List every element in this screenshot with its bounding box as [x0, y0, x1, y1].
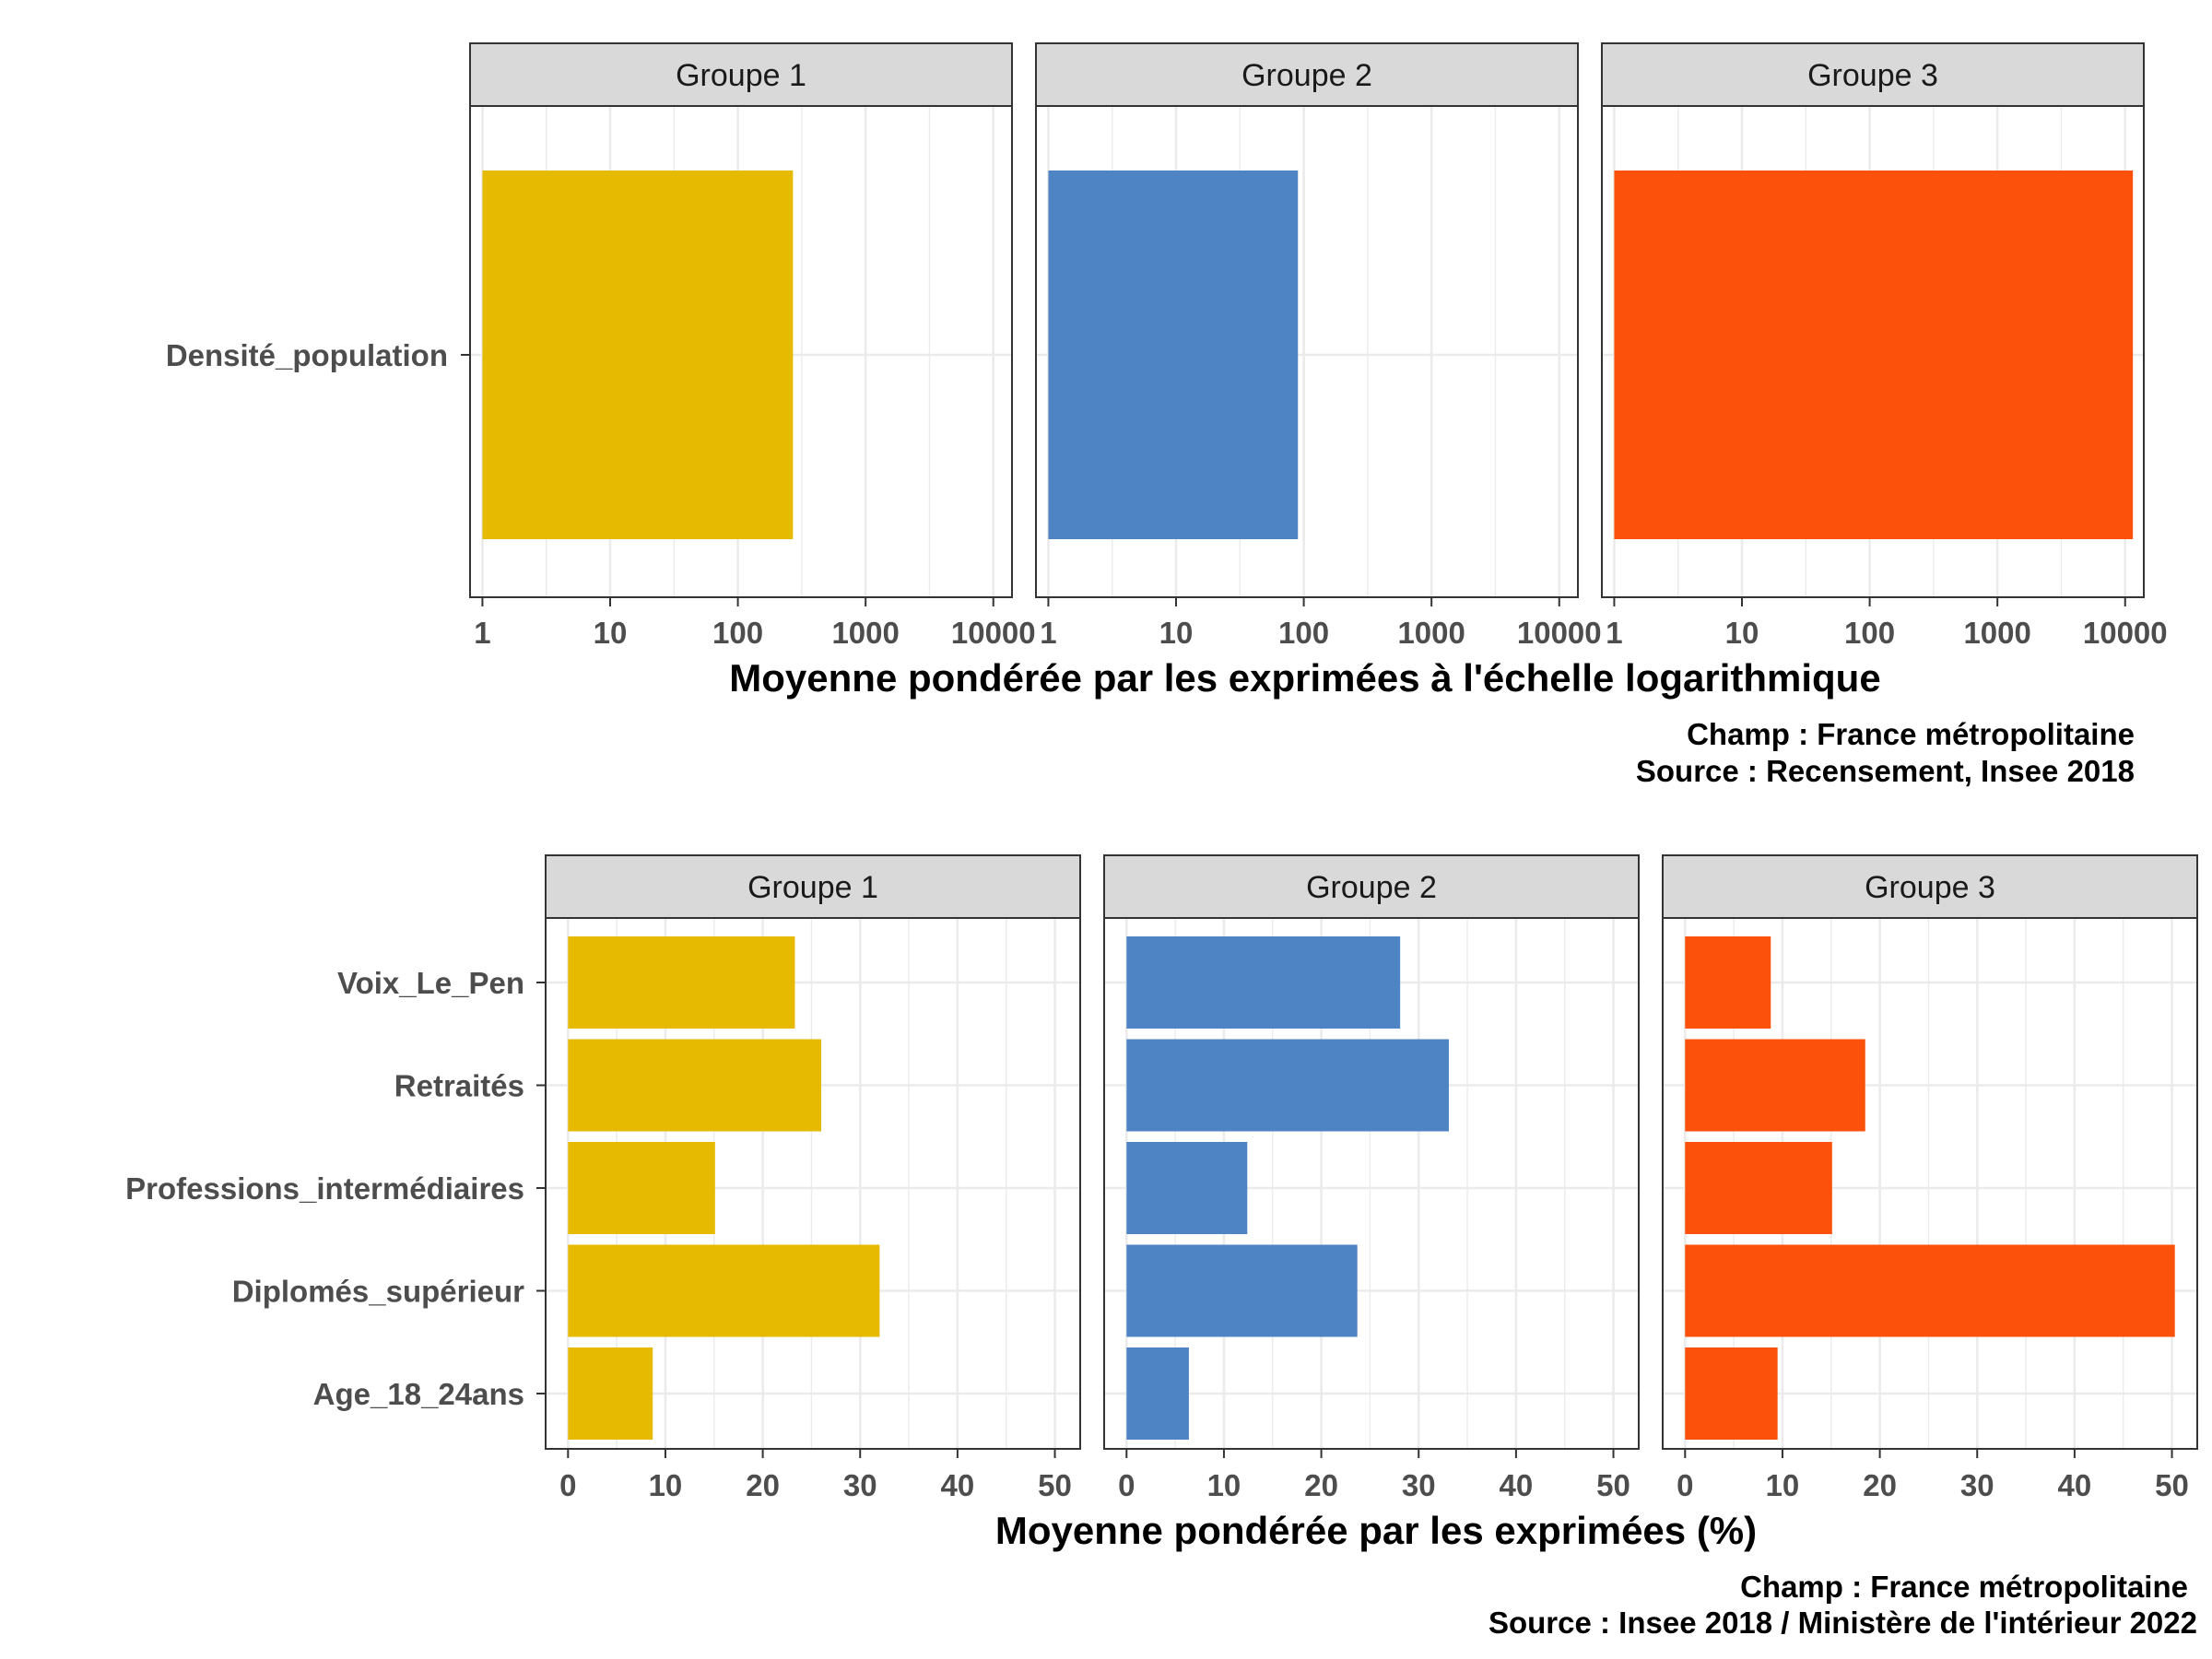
chart1-facet3-panel-border: [1662, 917, 2198, 1450]
chart1-facet1-x-tick-label: 10: [649, 1468, 683, 1502]
chart1-facet1-x-tick-label: 50: [1038, 1468, 1072, 1502]
chart0-facet2-x-tick-label: 1000: [1397, 616, 1465, 650]
chart1-facet1-bar-retraités: [568, 1039, 821, 1132]
chart0-facet2-strip-label: Groupe 2: [1241, 58, 1372, 93]
chart0-facet3-strip-label: Groupe 3: [1807, 58, 1938, 93]
chart1-facet1-panel-border: [545, 917, 1081, 1450]
chart1-facet2-bar-retraités: [1126, 1039, 1449, 1132]
chart1-y-label-voix_le_pen: Voix_Le_Pen: [337, 966, 524, 1000]
chart1-facet1-x-tick-label: 30: [843, 1468, 877, 1502]
chart1-facet2-x-tick-label: 30: [1402, 1468, 1436, 1502]
chart1-facet3-x-tick-label: 30: [1960, 1468, 1994, 1502]
bottom-x-axis-title: Moyenne pondérée par les exprimées (%): [995, 1509, 1757, 1552]
chart0-facet3-x-tick-label: 10000: [2083, 616, 2168, 650]
chart0-facet3-panel-border: [1601, 105, 2145, 598]
chart1-facet3-bar-diplomés_supérieur: [1685, 1244, 2175, 1337]
top-caption-champ: Champ : France métropolitaine: [1687, 717, 2135, 751]
chart0-facet1-x-tick-label: 1000: [831, 616, 899, 650]
chart0-facet2-x-tick-label: 100: [1278, 616, 1329, 650]
chart1-facet2-strip: [1103, 854, 1640, 919]
chart1-facet3-bar-age_18_24ans: [1685, 1347, 1778, 1440]
chart0-facet3-x-tick-label: 1: [1606, 616, 1622, 650]
chart1-facet3-bar-voix_le_pen: [1685, 936, 1771, 1029]
chart1-facet1-bar-diplomés_supérieur: [568, 1244, 880, 1337]
chart1-facet1-strip: [545, 854, 1081, 919]
chart1-facet2-strip-label: Groupe 2: [1306, 870, 1437, 905]
bottom-caption-champ: Champ : France métropolitaine: [1740, 1570, 2188, 1604]
chart1-y-label-professions_intermédiaires: Professions_intermédiaires: [125, 1171, 524, 1206]
chart1-facet1-bar-professions_intermédiaires: [568, 1142, 715, 1234]
chart0-facet3-x-tick-label: 1000: [1963, 616, 2030, 650]
chart0-y-label-densité_population: Densité_population: [166, 338, 448, 372]
chart1-facet2-bar-professions_intermédiaires: [1126, 1142, 1248, 1234]
chart1-facet2-panel-border: [1103, 917, 1640, 1450]
chart1-facet1-bar-voix_le_pen: [568, 936, 795, 1029]
chart1-facet1-x-tick-label: 20: [746, 1468, 780, 1502]
chart1-facet3-x-tick-label: 0: [1677, 1468, 1693, 1502]
chart0-facet2-x-tick-label: 10: [1159, 616, 1194, 650]
chart1-y-label-retraités: Retraités: [394, 1069, 524, 1103]
chart0-facet2-x-tick-label: 10000: [1517, 616, 1602, 650]
chart1-facet2-x-tick-label: 0: [1118, 1468, 1135, 1502]
chart0-facet1-x-tick-label: 1: [474, 616, 490, 650]
chart0-facet1-strip-label: Groupe 1: [676, 58, 806, 93]
chart0-facet3-x-tick-label: 100: [1844, 616, 1895, 650]
bottom-caption-source: Source : Insee 2018 / Ministère de l'int…: [1488, 1606, 2197, 1640]
chart0-facet3-bar-densité_population: [1614, 171, 2134, 539]
chart0-facet1-x-tick-label: 10000: [951, 616, 1036, 650]
chart0-facet1-strip: [469, 42, 1013, 107]
chart0-facet1-x-tick-label: 10: [594, 616, 628, 650]
chart1-facet2-bar-diplomés_supérieur: [1126, 1244, 1358, 1337]
chart1-facet3-x-tick-label: 50: [2155, 1468, 2189, 1502]
chart1-facet2-x-tick-label: 20: [1304, 1468, 1338, 1502]
chart1-facet1-strip-label: Groupe 1: [747, 870, 878, 905]
chart1-facet3-x-tick-label: 10: [1766, 1468, 1800, 1502]
chart1-facet3-bar-professions_intermédiaires: [1685, 1142, 1832, 1234]
chart1-facet2-x-tick-label: 40: [1500, 1468, 1534, 1502]
chart0-facet3-x-tick-label: 10: [1725, 616, 1759, 650]
top-caption-source: Source : Recensement, Insee 2018: [1636, 754, 2135, 788]
chart0-facet2-bar-densité_population: [1048, 171, 1299, 539]
chart0-facet3-strip: [1601, 42, 2145, 107]
chart1-facet1-x-tick-label: 0: [559, 1468, 576, 1502]
chart0-facet1-bar-densité_population: [482, 171, 794, 539]
chart1-facet1-x-tick-label: 40: [941, 1468, 975, 1502]
chart1-facet2-bar-voix_le_pen: [1126, 936, 1401, 1029]
top-x-axis-title: Moyenne pondérée par les exprimées à l'é…: [729, 656, 1880, 700]
chart0-facet2-panel-border: [1035, 105, 1579, 598]
chart1-facet2-bar-age_18_24ans: [1126, 1347, 1189, 1440]
chart1-facet3-x-tick-label: 40: [2058, 1468, 2092, 1502]
chart1-facet2-x-tick-label: 50: [1596, 1468, 1630, 1502]
chart1-facet1-bar-age_18_24ans: [568, 1347, 653, 1440]
chart0-facet1-panel-border: [469, 105, 1013, 598]
chart0-facet2-x-tick-label: 1: [1040, 616, 1056, 650]
chart1-facet3-x-tick-label: 20: [1863, 1468, 1897, 1502]
chart0-facet1-x-tick-label: 100: [712, 616, 763, 650]
chart1-facet3-strip-label: Groupe 3: [1865, 870, 1995, 905]
chart1-facet3-bar-retraités: [1685, 1039, 1865, 1132]
chart1-y-label-age_18_24ans: Age_18_24ans: [313, 1377, 524, 1411]
chart1-y-label-diplomés_supérieur: Diplomés_supérieur: [232, 1275, 524, 1309]
chart0-facet2-strip: [1035, 42, 1579, 107]
chart1-facet2-x-tick-label: 10: [1207, 1468, 1241, 1502]
